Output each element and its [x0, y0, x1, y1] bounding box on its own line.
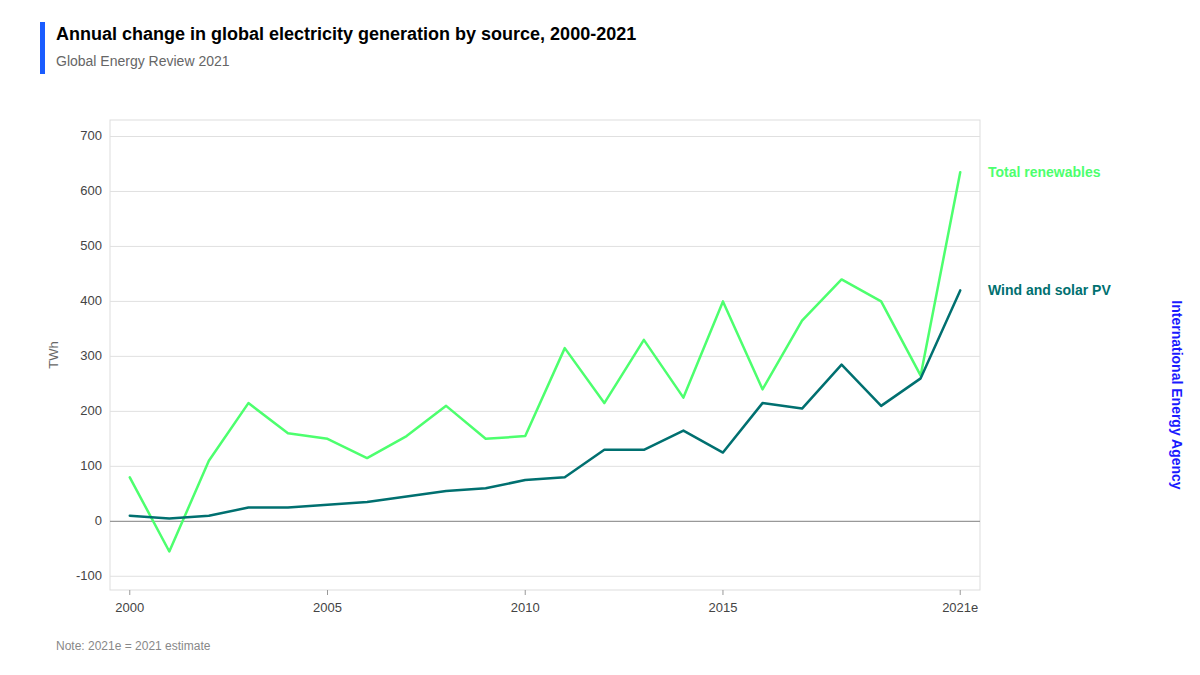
- x-tick: [960, 590, 961, 595]
- y-tick-label: -100: [76, 568, 102, 583]
- x-tick: [327, 590, 328, 595]
- x-tick-label: 2005: [313, 600, 342, 615]
- note: Note: 2021e = 2021 estimate: [56, 639, 211, 653]
- title: Annual change in global electricity gene…: [56, 24, 636, 44]
- y-tick-label: 200: [80, 403, 102, 418]
- series-label: Wind and solar PV: [988, 282, 1111, 298]
- accent-bar: [40, 22, 45, 74]
- y-tick-label: 600: [80, 183, 102, 198]
- y-tick-label: 300: [80, 348, 102, 363]
- x-tick-label: 2000: [115, 600, 144, 615]
- grid-line: [110, 301, 980, 302]
- grid-line: [110, 246, 980, 247]
- y-tick-label: 100: [80, 458, 102, 473]
- series-line: [130, 290, 960, 518]
- grid-line: [110, 191, 980, 192]
- subtitle: Global Energy Review 2021: [56, 53, 230, 69]
- y-tick-label: 0: [95, 513, 102, 528]
- series-line: [130, 172, 960, 551]
- x-tick-label: 2021e: [942, 600, 978, 615]
- x-tick-label: 2010: [511, 600, 540, 615]
- y-tick-label: 500: [80, 238, 102, 253]
- x-tick: [722, 590, 723, 595]
- y-tick-label: 400: [80, 293, 102, 308]
- watermark: International Energy Agency: [1169, 300, 1185, 490]
- y-axis-label: TWh: [46, 341, 61, 368]
- grid-line: [110, 356, 980, 357]
- x-tick: [525, 590, 526, 595]
- plot-area: [130, 172, 960, 551]
- x-tick-label: 2015: [708, 600, 737, 615]
- grid-line: [110, 411, 980, 412]
- grid-line: [110, 576, 980, 577]
- y-tick-label: 700: [80, 128, 102, 143]
- plot-frame: [110, 120, 980, 590]
- chart: Annual change in global electricity gene…: [0, 0, 1200, 675]
- axes: -100 0 100 200 300 400 500 600 700 2000 2005 2010 20…: [76, 128, 980, 615]
- grid-line: [110, 136, 980, 137]
- x-tick: [129, 590, 130, 595]
- series-label: Total renewables: [988, 164, 1101, 180]
- zero-line: [110, 521, 980, 522]
- grid-line: [110, 466, 980, 467]
